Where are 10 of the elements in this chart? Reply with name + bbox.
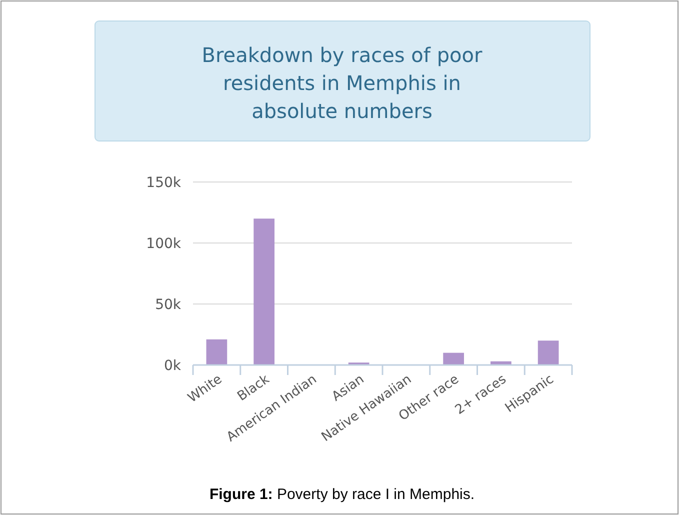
- chart-title: Breakdown by races of poor residents in Memphis in absolute numbers: [202, 43, 483, 123]
- bar: [206, 339, 228, 365]
- bar: [254, 218, 274, 365]
- y-tick-label: 0k: [164, 358, 182, 374]
- y-tick-label: 50k: [155, 297, 182, 313]
- bar: [538, 340, 559, 365]
- y-tick-label: 150k: [146, 175, 182, 191]
- bar: [443, 352, 464, 365]
- y-tick-label: 100k: [146, 236, 182, 252]
- caption: Figure 1: Poverty by race I in Memphis.: [209, 486, 475, 503]
